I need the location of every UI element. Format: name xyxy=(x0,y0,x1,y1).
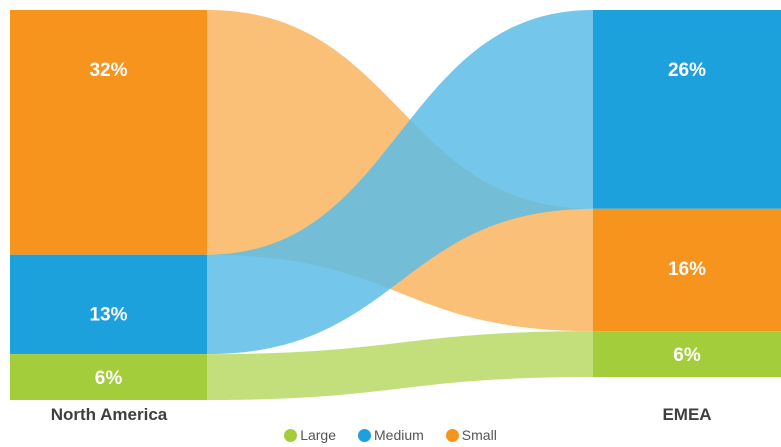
emea-bar-small[interactable] xyxy=(593,208,781,332)
emea-bar-large[interactable] xyxy=(593,331,781,378)
bars xyxy=(10,10,781,400)
flow-medium[interactable] xyxy=(207,10,593,355)
north-america-label-small: 32% xyxy=(89,60,127,81)
legend-item-medium[interactable]: Medium xyxy=(358,427,424,443)
emea-label-small: 16% xyxy=(668,259,706,280)
bar-labels: 32% 13% 6% 26% 16% 6% xyxy=(89,60,706,389)
north-america-label-large: 6% xyxy=(95,368,123,389)
emea-label-medium: 26% xyxy=(668,60,706,81)
flow-large[interactable] xyxy=(207,331,593,400)
sankey-chart: 32% 13% 6% 26% 16% 6% North America EMEA xyxy=(10,10,781,424)
north-america-bar-small[interactable] xyxy=(10,10,207,255)
north-america-bar-medium[interactable] xyxy=(10,254,207,355)
legend-dot-medium xyxy=(358,428,371,442)
legend-item-small[interactable]: Small xyxy=(445,427,497,443)
north-america-bar-large[interactable] xyxy=(10,354,207,400)
emea-label-large: 6% xyxy=(673,345,701,366)
legend-label-small: Small xyxy=(461,427,497,443)
legend-dot-large xyxy=(284,428,298,442)
column-label-north-america: North America xyxy=(51,405,168,424)
legend-label-medium: Medium xyxy=(374,427,424,443)
flows xyxy=(207,10,593,400)
column-label-emea: EMEA xyxy=(662,405,711,424)
legend-dot-small xyxy=(445,428,459,442)
legend-item-large[interactable]: Large xyxy=(284,427,336,443)
north-america-label-medium: 13% xyxy=(89,305,127,326)
legend: Large Medium Small xyxy=(0,425,781,445)
emea-bar-medium[interactable] xyxy=(593,10,781,209)
legend-label-large: Large xyxy=(300,427,336,443)
